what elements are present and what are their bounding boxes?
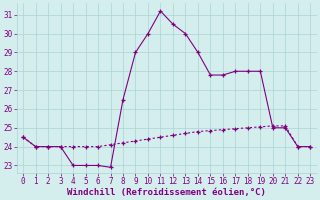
X-axis label: Windchill (Refroidissement éolien,°C): Windchill (Refroidissement éolien,°C)	[67, 188, 266, 197]
